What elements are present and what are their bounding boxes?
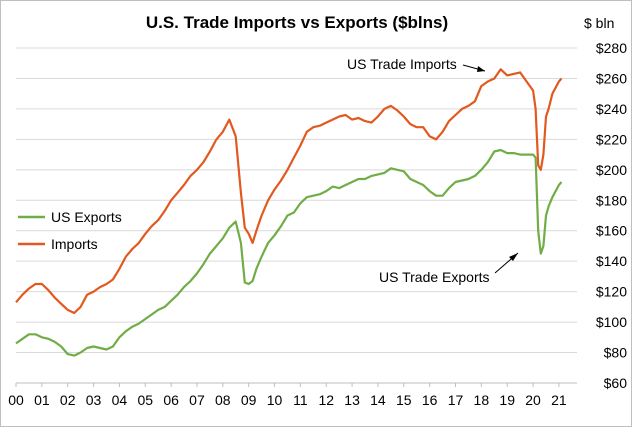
y-tick-label: $260 xyxy=(596,70,627,86)
x-tick-label: 16 xyxy=(422,392,438,408)
series-lines xyxy=(15,68,563,357)
annotation-exports-label: US Trade Exports xyxy=(379,269,490,285)
x-tick-label: 06 xyxy=(163,392,179,408)
x-tick-label: 20 xyxy=(525,392,541,408)
annotation-exports-arrowhead xyxy=(509,253,518,261)
y-tick-label: $120 xyxy=(596,284,627,300)
y-tick-label: $180 xyxy=(596,192,627,208)
y-tick-label: $60 xyxy=(604,375,628,391)
x-tick-label: 05 xyxy=(137,392,153,408)
x-tick-label: 08 xyxy=(215,392,231,408)
y-axis-ticks: $60 $80 $100 $120 $140 $160 $180 $200 $220 $240 $2… xyxy=(596,40,627,391)
gridlines xyxy=(16,47,577,384)
annotation-exports: US Trade Exports xyxy=(379,252,519,285)
x-tick-label: 01 xyxy=(34,392,50,408)
x-tick-label: 04 xyxy=(112,392,128,408)
y-tick-label: $140 xyxy=(596,253,627,269)
x-tick-label: 10 xyxy=(267,392,283,408)
x-tick-label: 02 xyxy=(60,392,76,408)
chart-title: U.S. Trade Imports vs Exports ($blns) xyxy=(146,13,448,32)
y-axis-unit-label: $ bln xyxy=(584,15,614,31)
x-tick-label: 19 xyxy=(499,392,515,408)
y-tick-label: $80 xyxy=(604,345,628,361)
legend-label-exports: US Exports xyxy=(51,209,122,225)
x-tick-label: 09 xyxy=(241,392,257,408)
y-tick-label: $280 xyxy=(596,40,627,56)
y-tick-label: $100 xyxy=(596,314,627,330)
x-tick-label: 13 xyxy=(344,392,360,408)
annotation-imports: US Trade Imports xyxy=(347,56,486,72)
x-tick-label: 18 xyxy=(474,392,490,408)
x-tick-label: 12 xyxy=(318,392,334,408)
y-tick-label: $160 xyxy=(596,223,627,239)
y-tick-label: $240 xyxy=(596,101,627,117)
x-tick-label: 00 xyxy=(8,392,24,408)
x-axis-ticks: 00 01 02 03 04 05 06 07 08 09 10 11 12 13 14 15 16 17 18 19… xyxy=(8,383,567,408)
x-tick-label: 15 xyxy=(396,392,412,408)
series-line-exports xyxy=(15,148,563,357)
annotation-imports-arrowhead xyxy=(477,66,485,72)
x-tick-label: 11 xyxy=(293,392,308,408)
y-tick-label: $200 xyxy=(596,162,627,178)
x-tick-label: 03 xyxy=(86,392,102,408)
legend: US Exports Imports xyxy=(18,209,122,252)
x-tick-label: 21 xyxy=(551,392,567,408)
x-tick-label: 07 xyxy=(189,392,205,408)
series-line-imports xyxy=(15,68,563,315)
x-tick-label: 17 xyxy=(448,392,464,408)
x-tick-label: 14 xyxy=(370,392,386,408)
y-tick-label: $220 xyxy=(596,131,627,147)
annotation-imports-label: US Trade Imports xyxy=(347,56,457,72)
legend-label-imports: Imports xyxy=(51,236,98,252)
